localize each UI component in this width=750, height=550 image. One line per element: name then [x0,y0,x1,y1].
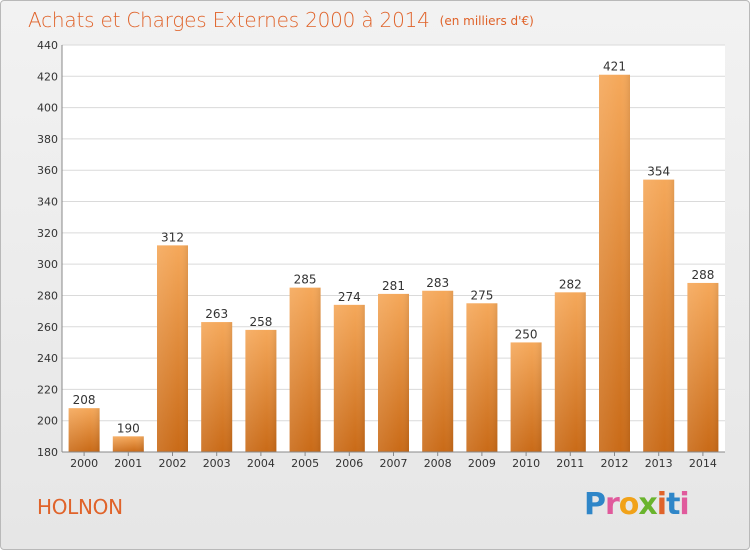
logo-letter: r [605,487,620,522]
bar-value-label: 312 [161,230,184,244]
bar-shade [201,322,233,452]
x-tick-label: 2007 [380,457,408,470]
y-tick-label: 300 [37,258,58,271]
logo-letter: i [656,487,667,522]
y-tick-label: 240 [37,352,58,365]
y-tick-label: 420 [37,70,58,83]
x-tick-label: 2005 [291,457,319,470]
logo-letter: i [679,487,689,522]
bar-shade [554,292,586,452]
x-tick-label: 2003 [203,457,231,470]
proxiti-logo: Proxiti [584,487,690,522]
bar-value-label: 275 [470,288,493,302]
bar-shade [687,282,719,452]
bar-value-label: 285 [294,273,317,287]
x-tick-label: 2004 [247,457,275,470]
bar-value-label: 421 [603,60,626,74]
bars: 208 190 312 263 258 285 274 281 283 275 250 282 421 3… [68,60,719,452]
bar-shade [333,304,365,452]
x-tick-label: 2001 [114,457,142,470]
y-tick-label: 320 [37,227,58,240]
logo-letter: P [584,487,606,522]
y-tick-label: 200 [37,415,58,428]
bar-shade [112,436,144,452]
bar-value-label: 258 [249,315,272,329]
bar-shade [510,342,542,452]
bar-value-label: 281 [382,279,405,293]
x-tick-label: 2013 [645,457,673,470]
commune-name: HOLNON [37,495,123,519]
bar-shade [378,293,409,452]
y-tick-label: 180 [37,446,58,459]
bar-value-label: 250 [515,327,538,341]
title-text: Achats et Charges Externes 2000 à 2014 [28,8,430,32]
y-tick-label: 360 [37,164,58,177]
x-axis: 2000 2001 2002 2003 2004 2005 2006 2007 2008 2009… [70,452,717,470]
x-tick-label: 2012 [601,457,629,470]
y-tick-label: 280 [37,289,58,302]
bar-value-label: 274 [338,290,361,304]
x-tick-label: 2014 [689,457,717,470]
y-tick-label: 440 [37,39,58,52]
x-tick-label: 2011 [556,457,584,470]
x-tick-label: 2008 [424,457,452,470]
bar-value-label: 354 [647,165,670,179]
logo-letter: x [638,487,657,522]
y-tick-label: 260 [37,321,58,334]
bar-value-label: 190 [117,421,140,435]
bar-shade [466,303,498,452]
bar-shade [68,408,100,452]
bar-value-label: 208 [73,393,96,407]
bar-value-label: 283 [426,276,449,290]
bar-value-label: 288 [691,268,714,282]
x-tick-label: 2000 [70,457,98,470]
bar-value-label: 263 [205,307,228,321]
y-tick-label: 340 [37,196,58,209]
bar-shade [643,179,675,452]
x-tick-label: 2006 [335,457,363,470]
logo-letter: o [618,487,640,522]
x-tick-label: 2010 [512,457,540,470]
y-axis: 180 200 220 240 260 280 300 320 340 360 380 400 420 4… [37,39,58,459]
logo-letter: t [666,487,680,522]
bar-shade [599,74,630,452]
y-tick-label: 380 [37,133,58,146]
bar-value-label: 282 [559,277,582,291]
bar-shade [289,287,321,452]
y-tick-label: 220 [37,383,58,396]
x-tick-label: 2002 [159,457,187,470]
bar-shade [245,329,277,452]
subtitle-text: (en milliers d'€) [439,14,534,28]
bar-shade [422,290,454,452]
y-tick-label: 400 [37,102,58,115]
chart-title: Achats et Charges Externes 2000 à 2014 (e… [28,8,534,32]
bar-shade [157,245,188,452]
x-tick-label: 2009 [468,457,496,470]
